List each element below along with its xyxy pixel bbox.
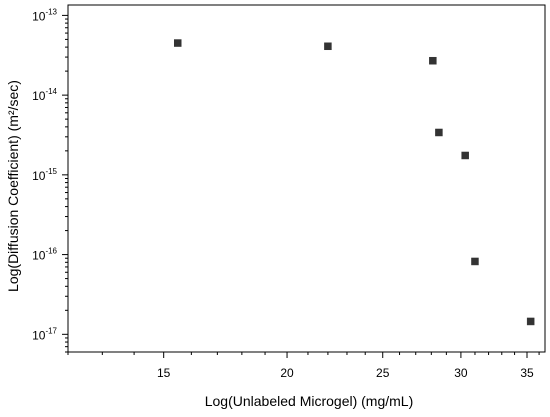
y-tick-exponent: -13	[45, 7, 57, 16]
y-tick-label: 10-17	[32, 326, 57, 342]
x-tick-label: 25	[376, 366, 390, 380]
x-tick-label: 30	[454, 366, 468, 380]
y-tick-label: 10-14	[32, 87, 57, 103]
x-tick-label: 20	[280, 366, 294, 380]
data-point	[526, 317, 535, 326]
y-tick-base: 10	[32, 169, 46, 183]
x-axis-title: Log(Unlabeled Microgel) (mg/mL)	[205, 393, 414, 409]
y-tick-label: 10-16	[32, 247, 57, 263]
y-tick-label: 10-13	[32, 7, 57, 23]
points-layer	[173, 39, 535, 326]
y-tick-exponent: -17	[45, 326, 57, 335]
y-tick-base: 10	[32, 249, 46, 263]
plot-frame	[67, 4, 546, 353]
y-tick-exponent: -14	[45, 87, 57, 96]
data-point	[324, 42, 332, 51]
data-point	[435, 128, 443, 137]
data-point	[461, 151, 469, 160]
data-point	[173, 39, 182, 47]
x-tick-label: 35	[520, 366, 534, 380]
y-axis-title: Log(Diffusion Coefficient) (m²/sec)	[5, 80, 21, 292]
data-point	[471, 257, 479, 266]
y-tick-base: 10	[32, 328, 46, 342]
y-tick-base: 10	[32, 89, 46, 103]
y-tick-base: 10	[32, 9, 46, 23]
y-tick-label: 10-15	[32, 167, 57, 183]
y-tick-exponent: -16	[45, 247, 57, 256]
y-tick-exponent: -15	[45, 167, 57, 176]
x-tick-label: 15	[157, 366, 171, 380]
data-point	[429, 56, 437, 65]
